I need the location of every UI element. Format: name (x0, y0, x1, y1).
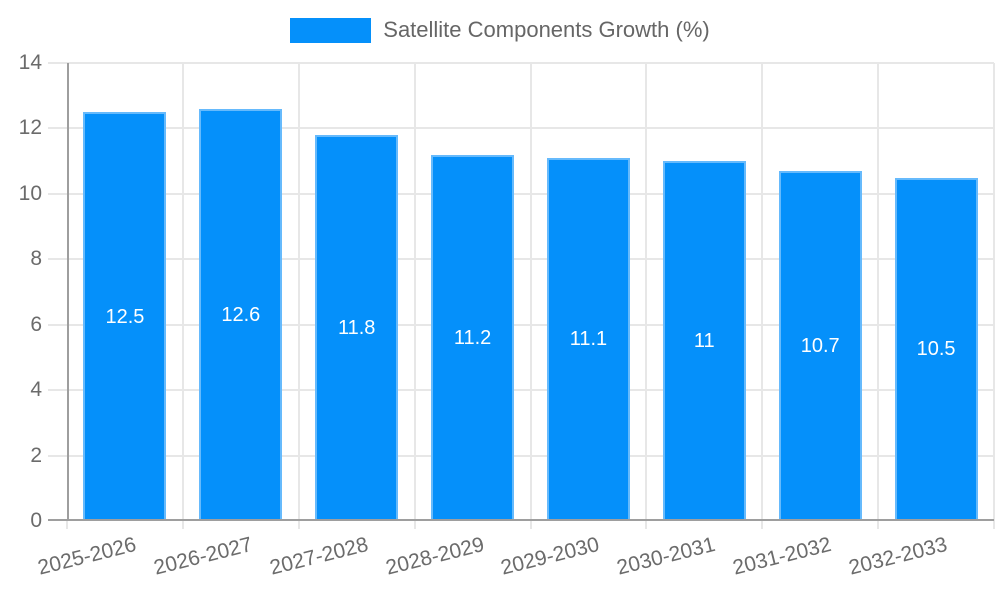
x-tick (66, 521, 68, 529)
chart-legend[interactable]: Satellite Components Growth (%) (0, 17, 1000, 43)
bar-2028-2029[interactable] (431, 154, 515, 521)
bar-2025-2026[interactable] (83, 112, 167, 521)
y-tick-label: 14 (18, 51, 42, 74)
h-gridline (48, 258, 994, 261)
y-axis-line (67, 63, 69, 521)
h-gridline (48, 192, 994, 195)
y-tick-label: 12 (18, 116, 42, 140)
v-gridline (297, 63, 300, 529)
h-gridline (48, 127, 994, 130)
v-gridline (181, 63, 184, 529)
v-gridline (645, 63, 648, 529)
v-gridline (993, 63, 995, 529)
plot-area: 12.5 12.6 11.8 11.2 11.1 11 10.7 10.5 (48, 62, 995, 529)
h-gridline (48, 62, 994, 64)
legend-label: Satellite Components Growth (%) (383, 17, 710, 42)
v-gridline (761, 63, 764, 529)
bar-2027-2028[interactable] (315, 134, 399, 521)
y-tick-label: 8 (30, 247, 42, 271)
bar-2030-2031[interactable] (662, 161, 746, 521)
h-gridline (48, 323, 994, 326)
h-gridline (48, 389, 994, 392)
y-tick-label: 0 (30, 509, 42, 532)
x-axis-line (48, 519, 994, 521)
v-gridline (877, 63, 880, 529)
y-tick-label: 10 (18, 181, 42, 205)
y-tick-label: 6 (30, 312, 42, 336)
bar-2026-2027[interactable] (199, 108, 283, 521)
bar-2029-2030[interactable] (546, 157, 630, 521)
h-gridline (48, 454, 994, 457)
bar-2032-2033[interactable] (894, 177, 978, 521)
v-gridline (529, 63, 532, 529)
legend-swatch (290, 17, 372, 43)
y-tick-label: 2 (30, 443, 42, 467)
y-tick-label: 4 (30, 378, 42, 402)
bar-2031-2032[interactable] (778, 170, 862, 521)
v-gridline (413, 63, 416, 529)
